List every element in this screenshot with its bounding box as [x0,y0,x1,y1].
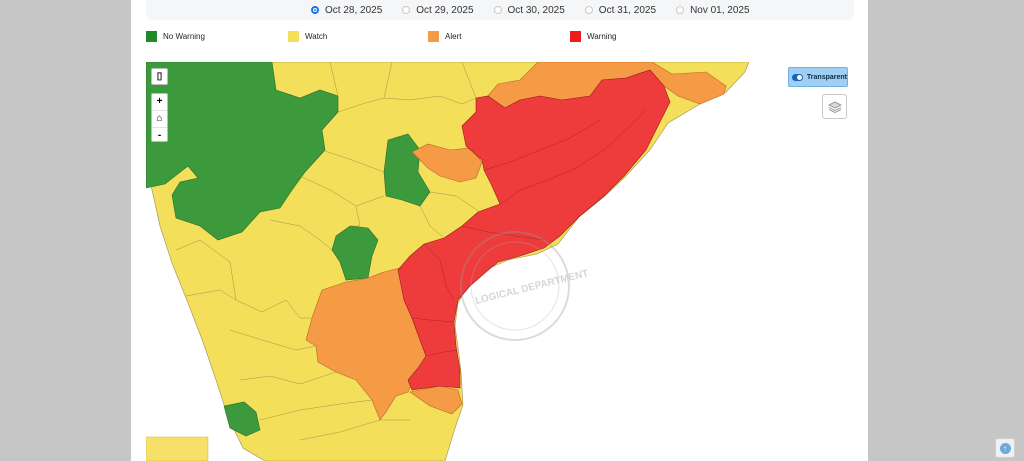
mobile-icon: ▯ [156,71,163,82]
layers-button[interactable] [822,94,847,119]
date-option-2[interactable]: Oct 30, 2025 [493,5,565,16]
date-option-4[interactable]: Nov 01, 2025 [676,5,750,16]
inset-box [146,436,209,461]
region-no-warning-mid2 [331,225,379,281]
legend-watch: Watch [288,31,327,42]
home-button[interactable]: ⌂ [152,110,167,127]
region-no-warning-south [223,401,261,437]
transparent-toggle[interactable]: Transparent [788,67,848,87]
legend-warning: Warning [570,31,617,42]
transparent-label: Transparent [806,73,847,81]
map-canvas[interactable]: LOGICAL DEPARTMENT [146,62,749,461]
date-option-0[interactable]: Oct 28, 2025 [311,5,382,16]
legend-swatch [146,31,157,42]
radio-icon[interactable] [311,6,319,14]
zoom-out-button[interactable]: - [152,127,167,144]
legend-swatch [288,31,299,42]
warning-district-lines [411,109,647,357]
toggle-switch-icon [792,73,803,81]
radio-icon[interactable] [676,6,685,14]
scroll-top-button[interactable]: ↑ [995,438,1015,458]
map-legend: No Warning Watch Alert Warning [146,31,846,45]
zoom-control: + ⌂ - [151,93,168,142]
date-option-1[interactable]: Oct 29, 2025 [402,5,474,16]
watermark-text: LOGICAL DEPARTMENT [474,268,590,307]
zoom-in-button[interactable]: + [156,96,163,107]
legend-swatch [570,31,581,42]
district-map: LOGICAL DEPARTMENT [146,62,749,461]
region-alert-south [305,267,427,421]
region-warning [397,69,671,391]
radio-icon[interactable] [402,6,411,14]
region-alert-mid [411,143,483,183]
layers-icon [827,101,842,113]
district-lines [175,62,481,441]
radio-icon[interactable] [493,6,502,14]
home-icon: ⌂ [156,113,163,124]
arrow-up-icon: ↑ [999,442,1011,454]
date-option-3[interactable]: Oct 31, 2025 [584,5,656,16]
date-selector: Oct 28, 2025 Oct 29, 2025 Oct 30, 2025 O… [146,0,854,20]
legend-no-warning: No Warning [146,31,205,42]
region-no-warning-nw [146,62,339,241]
legend-swatch [428,31,439,42]
fullscreen-button[interactable]: ▯ [151,68,168,85]
radio-icon[interactable] [584,6,593,14]
legend-alert: Alert [428,31,461,42]
